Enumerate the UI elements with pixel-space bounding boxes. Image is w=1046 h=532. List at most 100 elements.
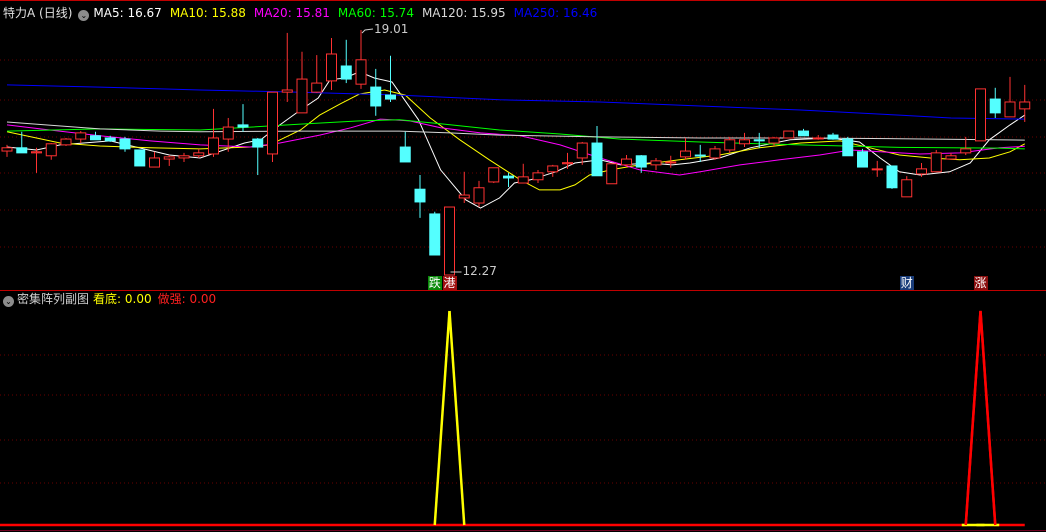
candle[interactable]	[488, 167, 500, 184]
candle[interactable]	[326, 37, 337, 90]
candle-body	[857, 151, 868, 168]
candle[interactable]	[414, 175, 426, 218]
chevron-down-icon[interactable]: ⌄	[3, 296, 14, 307]
candle[interactable]	[31, 147, 42, 173]
candle[interactable]	[104, 135, 116, 142]
candle[interactable]	[547, 164, 559, 177]
candle[interactable]	[252, 137, 264, 176]
candle[interactable]	[665, 155, 677, 168]
candle[interactable]	[281, 32, 293, 102]
candle[interactable]	[753, 132, 765, 148]
candle[interactable]	[370, 68, 382, 116]
candle[interactable]	[237, 104, 249, 132]
candle[interactable]	[444, 206, 455, 276]
candle[interactable]	[916, 163, 927, 177]
candle[interactable]	[783, 130, 795, 139]
candle[interactable]	[827, 132, 839, 140]
candle-body	[444, 206, 455, 276]
low-price-label: 12.27	[463, 264, 497, 278]
candle[interactable]	[768, 136, 780, 146]
candle[interactable]	[178, 152, 190, 162]
candle[interactable]	[1019, 84, 1031, 122]
candle-body	[281, 89, 293, 93]
candle[interactable]	[45, 143, 57, 160]
candle[interactable]	[709, 145, 721, 160]
candle[interactable]	[724, 136, 736, 153]
kandi-segment	[433, 310, 451, 526]
candle[interactable]	[739, 132, 750, 148]
candle[interactable]	[517, 163, 529, 184]
candle[interactable]	[296, 51, 308, 114]
candle[interactable]	[119, 136, 131, 152]
candle-body	[783, 130, 795, 139]
candle[interactable]	[650, 157, 662, 170]
candle[interactable]	[960, 136, 972, 156]
candle[interactable]	[871, 160, 883, 177]
candle[interactable]	[267, 91, 278, 162]
candle-body	[812, 137, 824, 140]
candle[interactable]	[857, 148, 868, 168]
candle[interactable]	[694, 144, 706, 162]
candle[interactable]	[591, 125, 603, 177]
candle[interactable]	[1, 144, 13, 157]
candle[interactable]	[193, 148, 205, 158]
candle[interactable]	[75, 131, 87, 144]
candle[interactable]	[208, 108, 219, 157]
candle[interactable]	[429, 211, 441, 256]
candle[interactable]	[621, 155, 632, 168]
candle[interactable]	[886, 165, 898, 189]
candle[interactable]	[680, 137, 691, 160]
candle[interactable]	[134, 149, 146, 167]
candle[interactable]	[458, 171, 470, 204]
candle[interactable]	[340, 39, 352, 84]
candle[interactable]	[901, 176, 913, 198]
candle-body	[532, 172, 544, 181]
candle-body	[576, 142, 588, 159]
ma-label: MA20: 15.81	[253, 6, 330, 20]
candle-body	[104, 137, 116, 142]
candle[interactable]	[798, 128, 809, 137]
candle-body	[1019, 101, 1031, 110]
candle-body	[267, 91, 278, 155]
candle[interactable]	[989, 87, 1001, 118]
candle[interactable]	[16, 131, 28, 154]
ma-label: MA250: 16.46	[513, 6, 598, 20]
high-price-label: 19.01	[374, 22, 408, 36]
candle[interactable]	[812, 135, 824, 140]
candle[interactable]	[532, 169, 544, 184]
indicator-title: 密集阵列副图	[17, 292, 90, 306]
candle[interactable]	[399, 131, 411, 163]
candle[interactable]	[562, 152, 573, 169]
main-chart-header: 特力A (日线) ⌄ MA5: 16.67 MA10: 15.88 MA20: 15.8…	[3, 5, 613, 21]
candle[interactable]	[163, 155, 175, 166]
candle[interactable]	[355, 30, 367, 89]
candle[interactable]	[635, 155, 647, 173]
candle[interactable]	[842, 136, 854, 157]
candle[interactable]	[473, 180, 485, 208]
candle-body	[222, 126, 234, 140]
candle-body	[429, 213, 441, 256]
candle[interactable]	[60, 137, 72, 146]
candle-body	[871, 168, 883, 171]
candle-body	[562, 162, 573, 165]
sub-chart-header: ⌄ 密集阵列副图 看底: 0.00 做强: 0.00	[3, 291, 224, 307]
candle-body	[90, 135, 101, 141]
chevron-down-icon[interactable]: ⌄	[78, 10, 90, 21]
candle[interactable]	[311, 55, 323, 93]
candle[interactable]	[975, 88, 986, 142]
ma-line-ma20	[6, 118, 1025, 176]
candle[interactable]	[930, 149, 942, 173]
candle[interactable]	[945, 152, 957, 160]
candle-body	[208, 137, 219, 155]
candle[interactable]	[1004, 76, 1016, 118]
candle-body	[916, 168, 927, 175]
candle-body	[694, 154, 706, 157]
candle[interactable]	[606, 163, 618, 185]
candle[interactable]	[503, 172, 514, 188]
candle[interactable]	[222, 117, 234, 152]
candle[interactable]	[576, 141, 588, 165]
candle[interactable]	[149, 151, 160, 168]
candle[interactable]	[385, 55, 396, 102]
candle[interactable]	[90, 131, 101, 141]
